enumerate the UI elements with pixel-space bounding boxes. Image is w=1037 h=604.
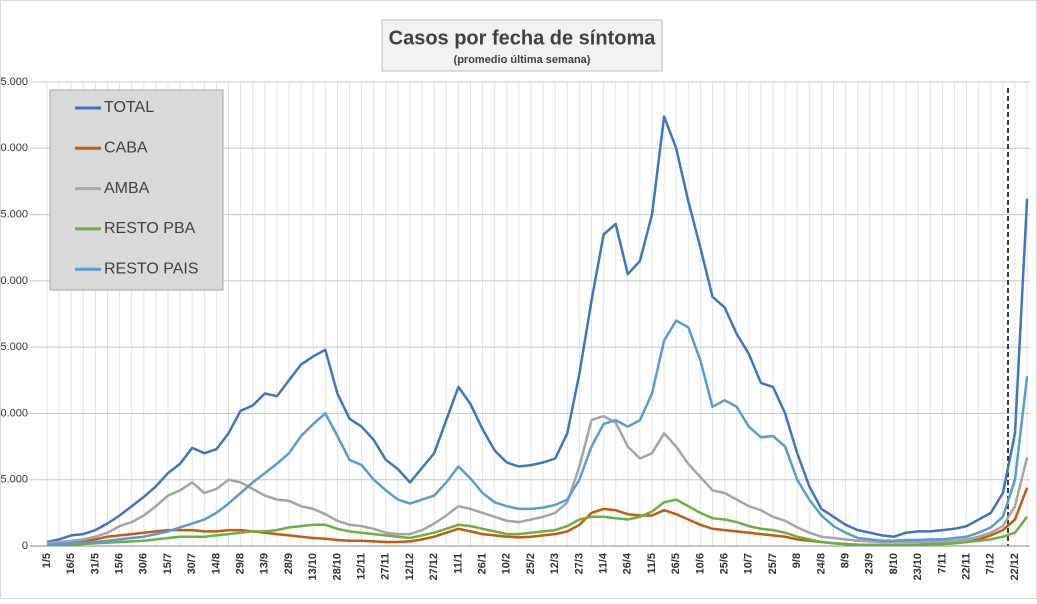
x-tick-label: 7/11 [936, 553, 948, 574]
x-tick-label: 12/12 [404, 553, 416, 581]
x-tick-label: 1/5 [41, 553, 53, 568]
series-line [46, 414, 1029, 545]
x-tick-label: 23/9 [864, 553, 876, 574]
y-tick-label: 20.000 [0, 275, 28, 287]
x-tick-label: 28/10 [331, 553, 343, 581]
x-tick-label: 25/6 [719, 553, 731, 574]
y-tick-label: 15.000 [0, 341, 28, 353]
title-box [381, 19, 663, 72]
series-line [46, 115, 1029, 544]
x-tick-label: 25/2 [525, 553, 537, 574]
x-tick-label: 25/7 [767, 553, 779, 574]
x-tick-label: 13/10 [307, 553, 319, 581]
x-tick-label: 26/4 [622, 552, 634, 574]
x-tick-label: 9/8 [791, 553, 803, 568]
y-tick-label: 25.000 [0, 208, 28, 220]
chart-subtitle: (promedio última semana) [454, 54, 591, 66]
y-tick-label: 30.000 [0, 142, 28, 154]
x-tick-label: 12/3 [549, 553, 561, 574]
x-tick-label: 23/10 [912, 553, 924, 581]
x-tick-label: 27/11 [380, 553, 392, 580]
x-tick-label: 27/3 [573, 553, 585, 574]
x-tick-label: 22/12 [1009, 553, 1021, 581]
x-tick-label: 11/1 [452, 553, 464, 574]
series-line [46, 498, 1029, 547]
x-tick-label: 10/7 [743, 553, 755, 574]
x-tick-label: 12/11 [356, 553, 368, 580]
x-tick-label: 8/10 [888, 553, 900, 574]
x-tick-label: 31/5 [89, 553, 101, 574]
legend-label: RESTO PAIS [104, 260, 199, 277]
x-tick-label: 13/9 [259, 553, 271, 574]
x-tick-label: 11/5 [646, 553, 658, 574]
legend-label: TOTAL [104, 99, 154, 116]
x-tick-label: 26/1 [477, 553, 489, 574]
x-tick-label: 7/12 [985, 553, 997, 574]
series-line [46, 319, 1029, 546]
x-tick-label: 27/12 [428, 553, 440, 581]
y-tick-label: 10.000 [0, 407, 28, 419]
x-tick-label: 22/11 [961, 553, 973, 580]
x-tick-label: 15/6 [114, 553, 126, 574]
x-tick-label: 28/9 [283, 553, 295, 574]
legend-label: RESTO PBA [104, 220, 196, 237]
x-tick-label: 8/9 [840, 553, 852, 568]
y-tick-label: 0 [22, 540, 28, 552]
x-tick-label: 30/6 [138, 553, 150, 574]
x-tick-label: 14/8 [210, 553, 222, 574]
legend-label: CABA [104, 140, 148, 157]
x-tick-label: 26/5 [670, 553, 682, 574]
x-tick-label: 11/4 [598, 552, 610, 574]
x-tick-label: 29/8 [235, 553, 247, 574]
x-tick-label: 15/7 [162, 553, 174, 574]
legend-label: AMBA [104, 180, 150, 197]
y-tick-label: 35.000 [0, 76, 28, 88]
x-tick-label: 30/7 [186, 553, 198, 574]
x-tick-label: 16/5 [65, 553, 77, 574]
x-tick-label: 24/8 [815, 553, 827, 574]
chart-title: Casos por fecha de síntoma [389, 27, 657, 49]
x-tick-label: 10/2 [501, 553, 513, 574]
x-tick-label: 10/6 [694, 553, 706, 574]
y-tick-label: 5.000 [0, 474, 28, 486]
